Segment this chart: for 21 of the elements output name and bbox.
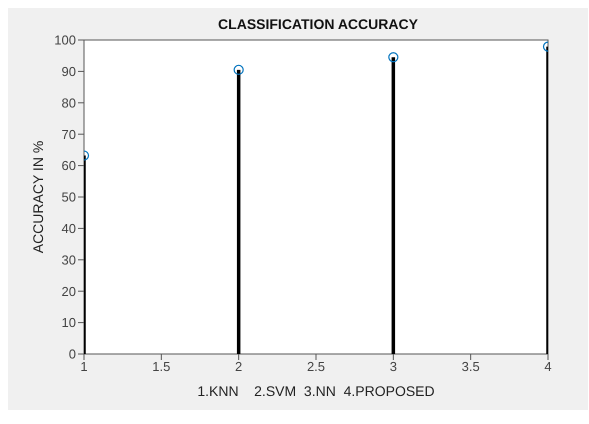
x-tick-label: 2 [235, 359, 242, 374]
x-tick-label: 1 [80, 359, 88, 374]
x-tick-label: 1.5 [152, 359, 170, 374]
x-axis-title: 1.KNN 2.SVM 3.NN 4.PROPOSED [197, 383, 435, 399]
y-tick-label: 70 [62, 126, 76, 142]
x-tick-label: 4 [544, 359, 552, 374]
y-tick-label: 100 [54, 32, 76, 48]
y-tick-label: 10 [62, 315, 76, 330]
y-tick-label: 0 [68, 346, 76, 362]
y-tick-label: 20 [62, 284, 76, 299]
x-tick-label: 3 [390, 359, 397, 374]
x-tick-label: 2.5 [306, 359, 326, 374]
chart-title: CLASSIFICATION ACCURACY [217, 15, 419, 32]
y-tick-label: 80 [62, 95, 76, 110]
y-tick-label: 40 [62, 221, 76, 236]
y-tick-label: 90 [62, 64, 76, 80]
y-axis-title: ACCURACY IN % [30, 140, 46, 254]
y-tick-label: 60 [62, 158, 76, 174]
y-tick-label: 50 [62, 190, 76, 205]
x-tick-label: 3.5 [462, 359, 480, 374]
y-tick-label: 30 [62, 252, 76, 268]
